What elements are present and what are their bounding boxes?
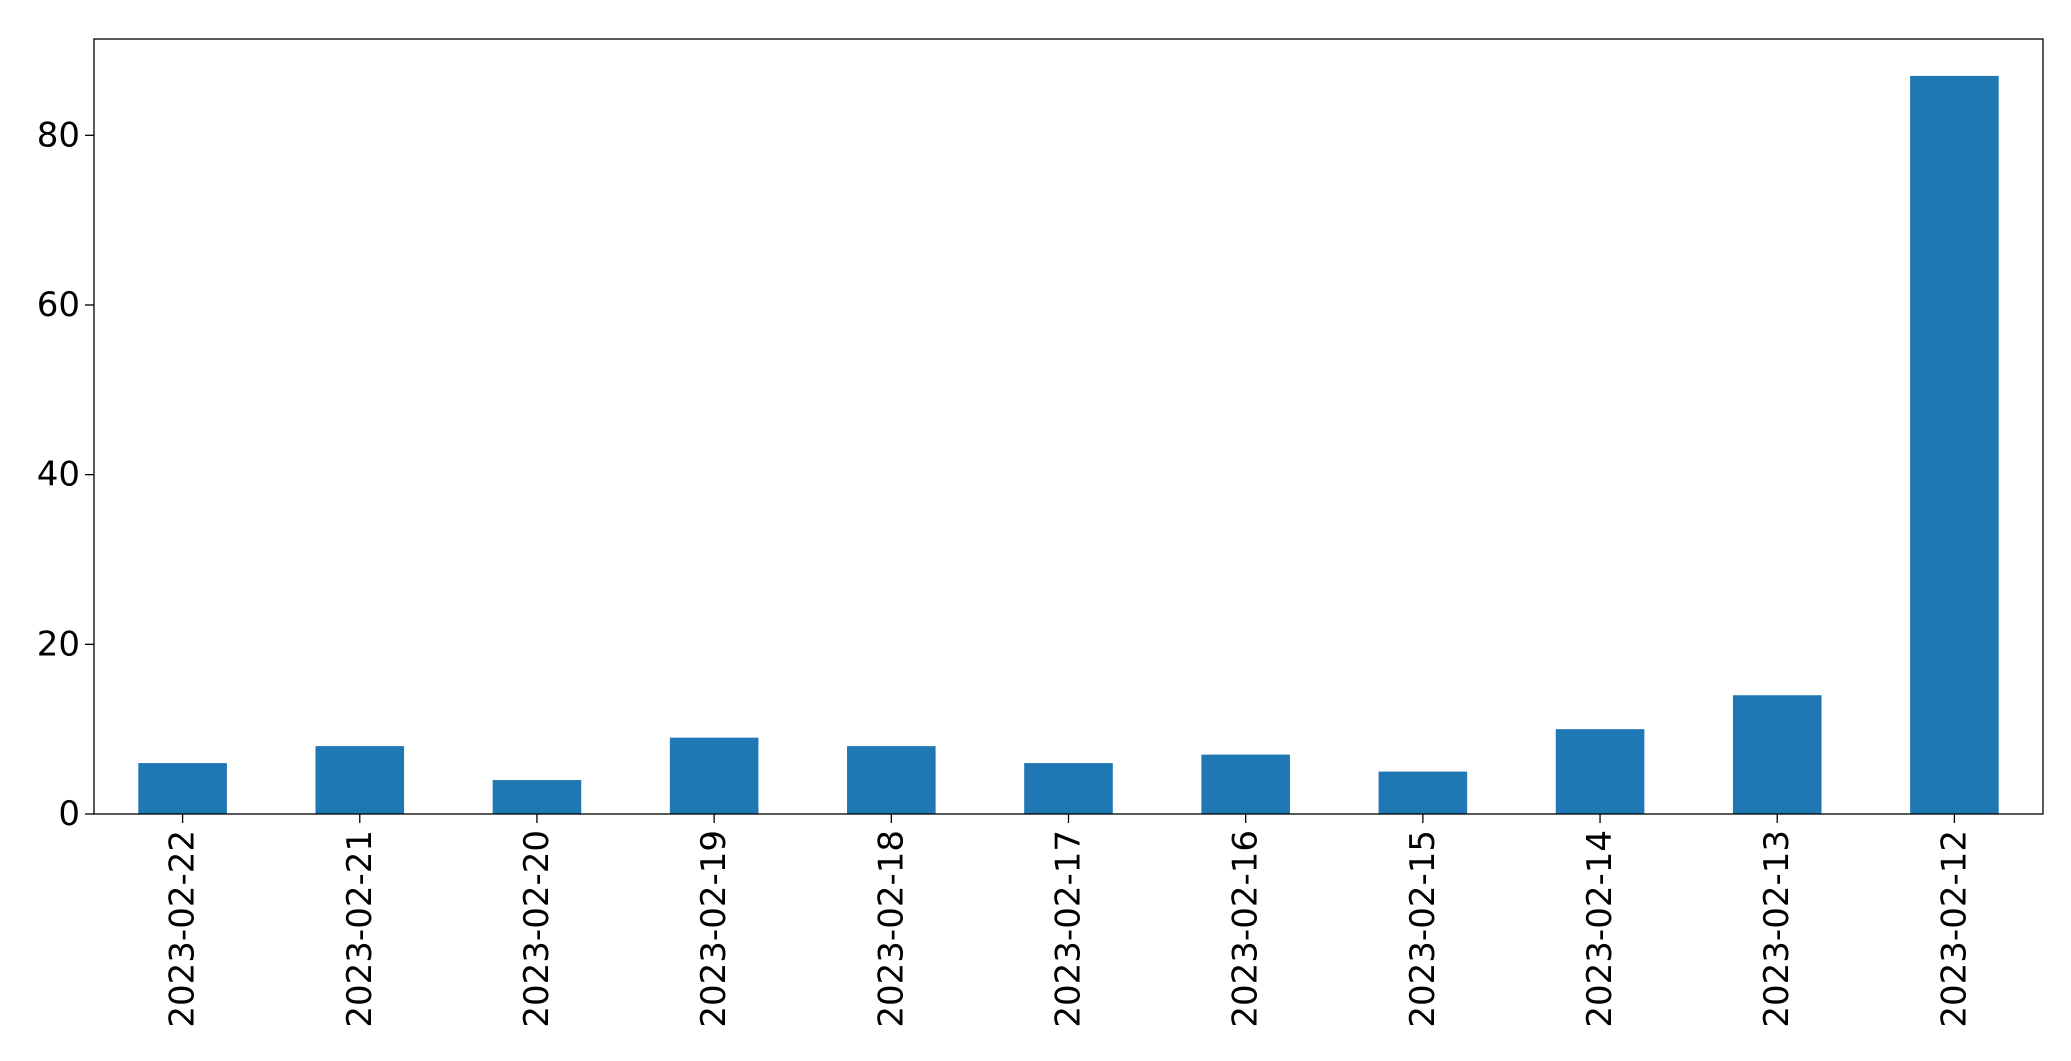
x-tick-label-2023-02-13: 2023-02-13	[1757, 830, 1797, 1028]
x-tick-label-2023-02-17: 2023-02-17	[1049, 830, 1089, 1028]
x-tick-label-2023-02-22: 2023-02-22	[163, 830, 203, 1028]
y-tick-label-40: 40	[37, 455, 80, 495]
x-tick-label-2023-02-18: 2023-02-18	[871, 830, 911, 1028]
y-tick-label-20: 20	[37, 624, 80, 664]
bar-2023-02-16	[1201, 754, 1290, 814]
bar-2023-02-18	[847, 746, 936, 814]
y-tick-label-60: 60	[37, 285, 80, 325]
bar-2023-02-17	[1024, 763, 1113, 814]
bar-2023-02-19	[669, 737, 759, 814]
x-tick-label-2023-02-19: 2023-02-19	[694, 830, 734, 1028]
x-tick-label-2023-02-21: 2023-02-21	[340, 830, 380, 1028]
plot-frame	[93, 38, 2044, 815]
y-tick-label-0: 0	[58, 794, 80, 834]
x-tick-label-2023-02-16: 2023-02-16	[1226, 830, 1266, 1028]
y-tick-label-80: 80	[37, 115, 80, 155]
bar-2023-02-21	[315, 746, 405, 814]
bar-2023-02-15	[1378, 771, 1468, 814]
x-tick-label-2023-02-20: 2023-02-20	[517, 830, 557, 1028]
x-axis: 2023-02-22 2023-02-21 2023-02-20 2023-02-19…	[163, 814, 1974, 1028]
bar-2023-02-20	[492, 780, 582, 814]
bar-2023-02-14	[1555, 729, 1645, 814]
x-tick-label-2023-02-12: 2023-02-12	[1934, 830, 1974, 1028]
x-tick-label-2023-02-15: 2023-02-15	[1403, 830, 1443, 1028]
y-axis: 0 20 40 60 80	[37, 115, 94, 834]
bar-2023-02-22	[138, 763, 227, 814]
bar-2023-02-12	[1910, 75, 1999, 814]
bars-layer	[138, 75, 1999, 814]
bar-2023-02-13	[1732, 695, 1822, 814]
x-tick-label-2023-02-14: 2023-02-14	[1580, 830, 1620, 1028]
